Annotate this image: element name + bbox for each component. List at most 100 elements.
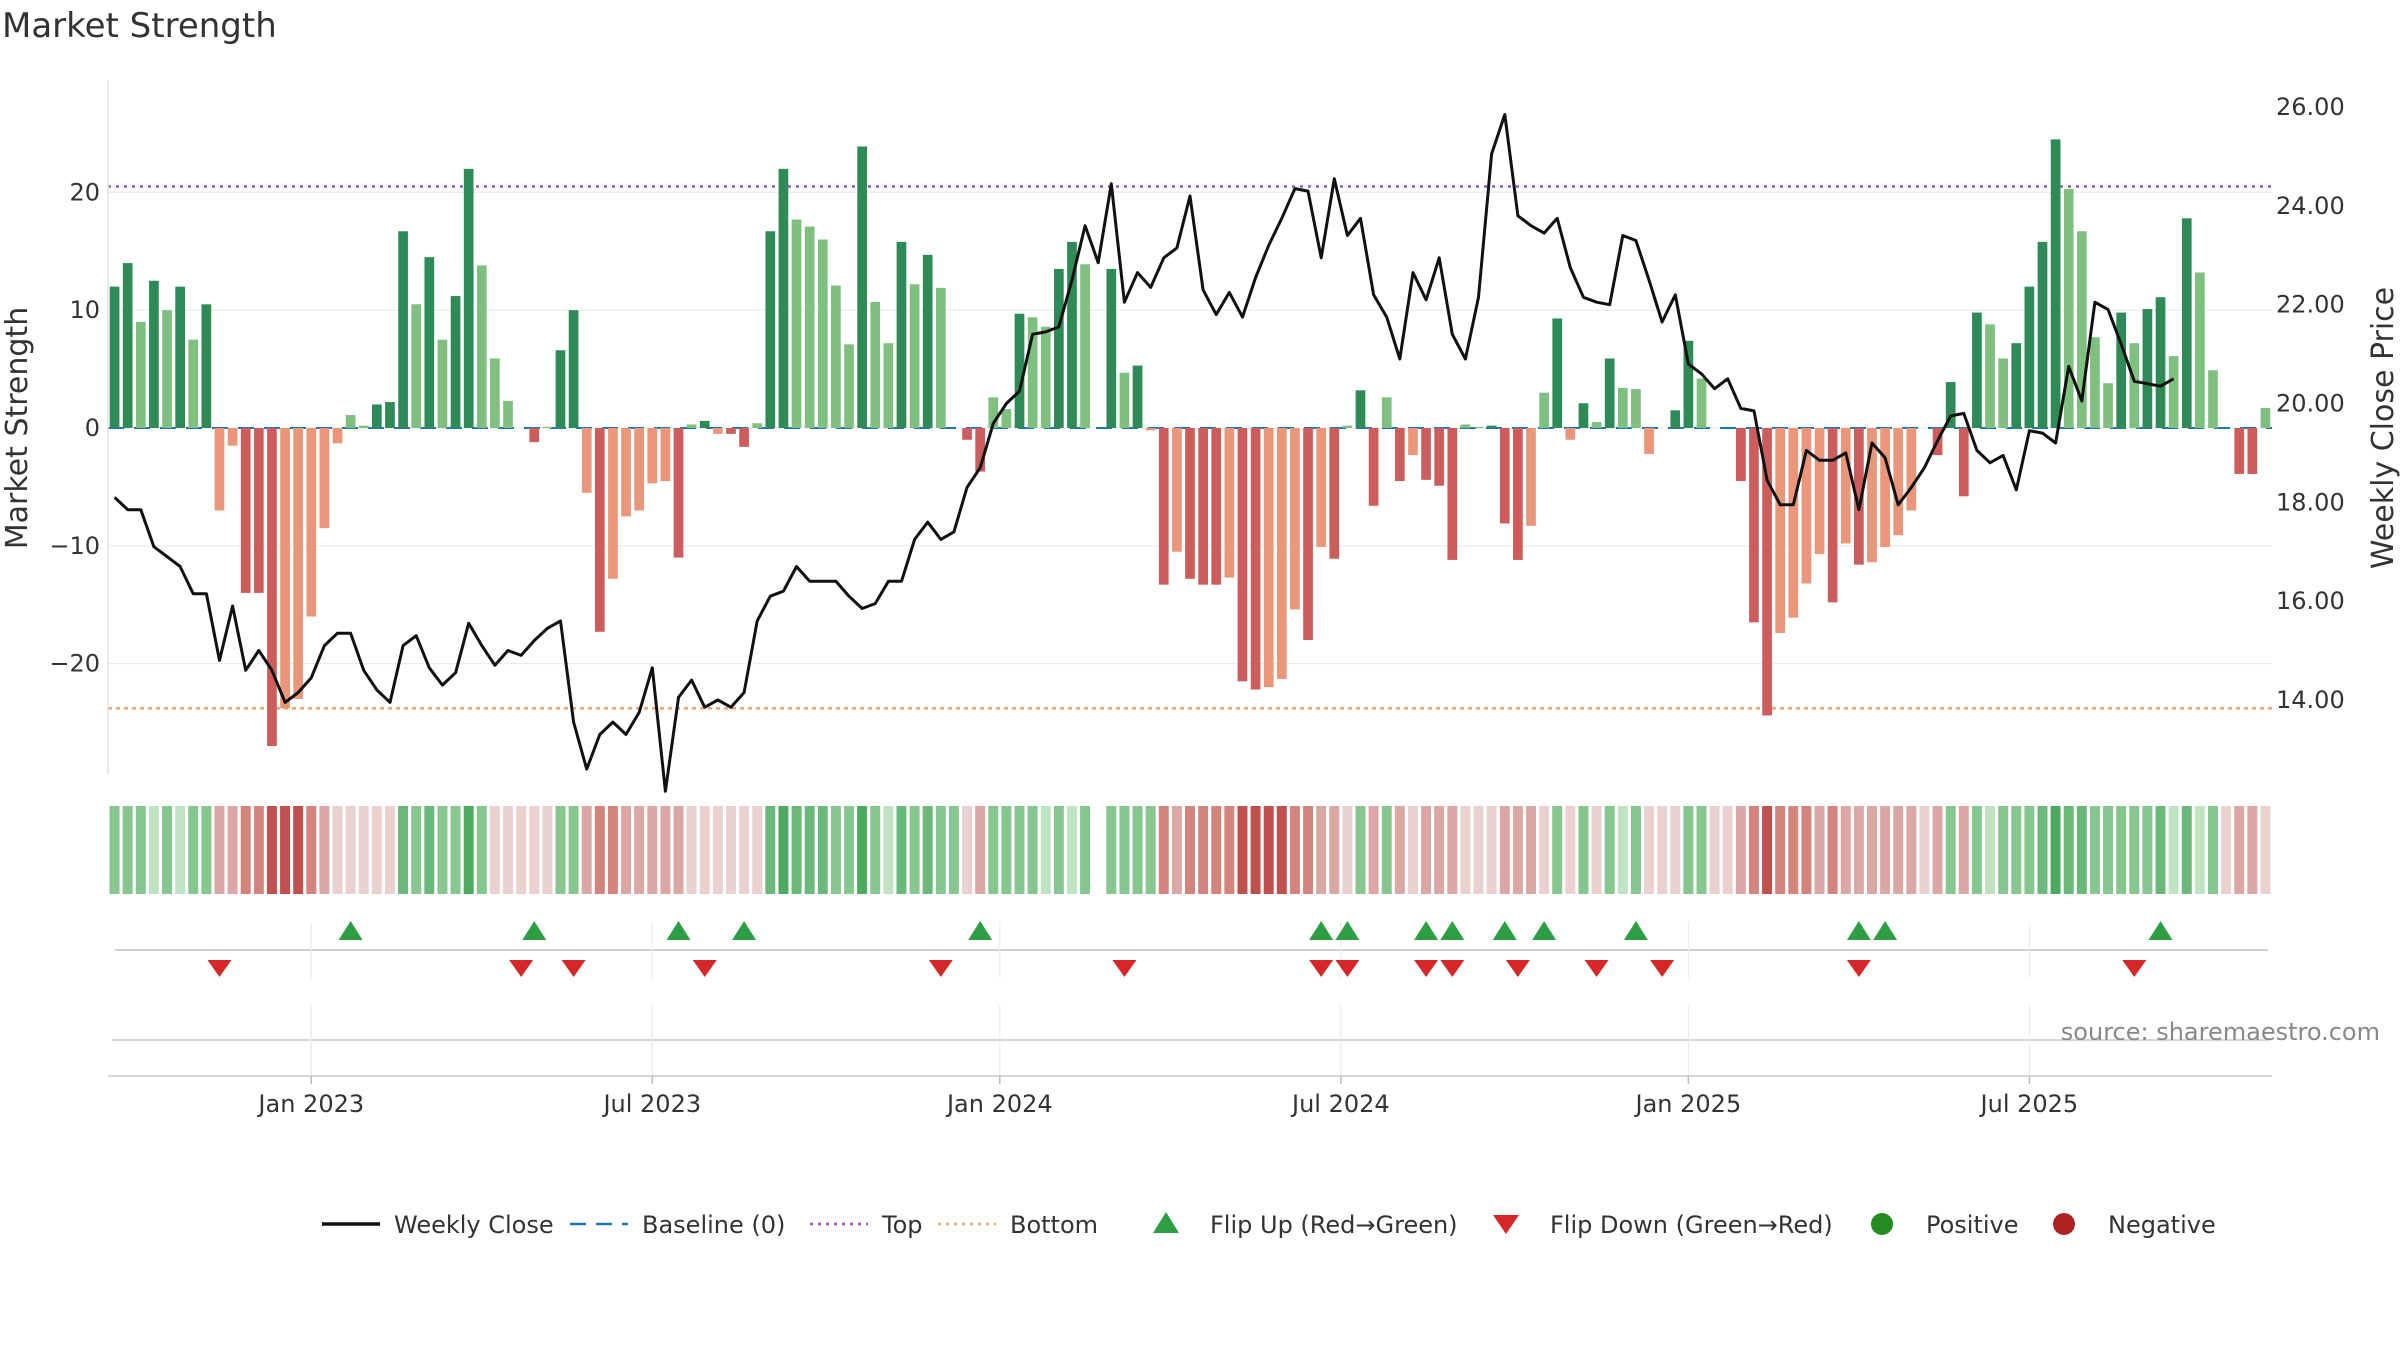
- heat-cell: [345, 806, 356, 894]
- strength-bar: [1644, 428, 1654, 454]
- heat-cell: [1276, 806, 1287, 894]
- heat-cell: [2234, 806, 2245, 894]
- right-tick-label: 14.00: [2276, 686, 2345, 714]
- legend-label: Bottom: [1010, 1211, 1098, 1239]
- heat-cell: [2037, 806, 2048, 894]
- strength-bar: [1985, 324, 1995, 428]
- strength-bar: [647, 428, 658, 484]
- heat-cell: [581, 806, 592, 894]
- strength-bar: [962, 428, 972, 440]
- strength-bar: [988, 397, 999, 428]
- heat-cell: [2168, 806, 2179, 894]
- weekly-close-series: [113, 113, 2175, 793]
- heat-cell: [489, 806, 500, 894]
- heat-cell: [214, 806, 225, 894]
- legend-label: Flip Down (Green→Red): [1550, 1211, 1833, 1239]
- strength-bar: [1945, 382, 1956, 428]
- right-tick-label: 20.00: [2276, 390, 2345, 418]
- strength-bar: [1119, 372, 1130, 428]
- heat-cell: [1014, 806, 1025, 894]
- strength-bar: [1408, 428, 1418, 456]
- strength-bar: [529, 428, 540, 443]
- heat-cell: [411, 806, 422, 894]
- strength-bar: [739, 428, 749, 447]
- right-tick-label: 24.00: [2276, 192, 2345, 220]
- heat-cell: [529, 806, 540, 894]
- strength-bar: [1867, 428, 1877, 563]
- strength-bar: [1224, 428, 1235, 578]
- flip-down-marker: [1414, 960, 1439, 977]
- heat-cell: [1368, 806, 1379, 894]
- heat-cell: [2063, 806, 2074, 894]
- strength-bar: [476, 265, 487, 428]
- strength-bar: [1788, 428, 1799, 618]
- heat-cell: [1066, 806, 1077, 894]
- flip-up-marker: [1414, 921, 1439, 940]
- heat-cell: [1906, 806, 1917, 894]
- heat-cell: [135, 806, 146, 894]
- strength-bar: [2103, 383, 2113, 428]
- strength-bar: [2195, 272, 2205, 428]
- strength-bar: [240, 428, 251, 593]
- strength-bar: [1250, 428, 1261, 690]
- heat-cell: [647, 806, 658, 894]
- heat-cell: [660, 806, 671, 894]
- strength-bar: [1801, 428, 1812, 584]
- strength-bar: [1696, 378, 1707, 428]
- strength-bar: [424, 257, 435, 428]
- heat-cell: [594, 806, 605, 894]
- legend-item: Weekly Close: [322, 1211, 554, 1239]
- legend-label: Negative: [2108, 1211, 2216, 1239]
- strength-bar: [1893, 428, 1904, 536]
- legend-label: Baseline (0): [642, 1211, 785, 1239]
- strength-bar: [1578, 403, 1589, 428]
- strength-bar: [817, 239, 828, 428]
- strength-bar: [1237, 428, 1248, 682]
- flip-up-marker: [666, 921, 691, 940]
- heat-cell: [922, 806, 933, 894]
- heat-cell: [398, 806, 409, 894]
- heat-cell: [227, 806, 238, 894]
- heat-cell: [778, 806, 789, 894]
- strength-bar: [1434, 428, 1445, 486]
- heat-cell: [1775, 806, 1786, 894]
- strength-bar: [1670, 410, 1681, 428]
- heat-cell: [240, 806, 251, 894]
- strength-bar: [726, 428, 736, 434]
- heat-cell: [699, 806, 710, 894]
- heat-cell: [1132, 806, 1143, 894]
- heat-cell: [1932, 806, 1943, 894]
- heat-cell: [2050, 806, 2061, 894]
- x-axis: Jan 2023 Jul 2023 Jan 2024 Jul 2024 Jan 2025…: [108, 1005, 2272, 1118]
- strength-bar: [372, 404, 382, 428]
- strength-bar: [2168, 356, 2179, 428]
- strength-bar: [699, 420, 710, 428]
- heat-cell: [844, 806, 854, 894]
- strength-bar: [2129, 343, 2140, 428]
- strength-bar: [1840, 428, 1851, 544]
- x-tick-label: Jul 2023: [601, 1090, 701, 1118]
- flip-up-marker: [1440, 921, 1465, 940]
- legend-circle-icon: [2053, 1213, 2075, 1235]
- right-tick-label: 16.00: [2276, 587, 2345, 615]
- legend-flip-up-icon: [1153, 1212, 1179, 1233]
- heat-cell: [870, 806, 881, 894]
- heat-cell: [516, 806, 527, 894]
- strength-bar: [385, 402, 395, 428]
- heat-cell: [1762, 806, 1773, 894]
- heat-cell: [148, 806, 159, 894]
- strength-bar: [922, 254, 933, 428]
- strength-bar: [450, 296, 461, 428]
- heat-cell: [804, 806, 815, 894]
- strength-bar: [581, 428, 592, 493]
- strength-bar: [175, 286, 185, 428]
- heat-cell: [306, 806, 317, 894]
- strength-bar: [1158, 428, 1169, 585]
- heat-cell: [1552, 806, 1563, 894]
- heat-cell: [1329, 806, 1340, 894]
- strength-bar: [1604, 358, 1615, 428]
- heat-cell: [1289, 806, 1300, 894]
- legend-label: Flip Up (Red→Green): [1210, 1211, 1458, 1239]
- strength-bar: [765, 231, 776, 428]
- heat-cell: [1198, 806, 1209, 894]
